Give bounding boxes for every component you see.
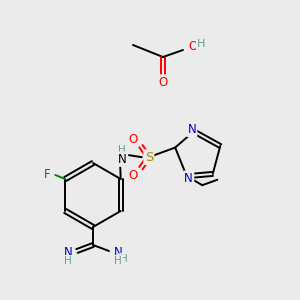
Text: N: N — [64, 245, 72, 259]
Text: H: H — [197, 39, 206, 49]
Text: F: F — [44, 169, 51, 182]
Text: N: N — [184, 172, 193, 185]
Text: H: H — [120, 254, 128, 264]
Text: H: H — [118, 145, 126, 155]
Text: S: S — [145, 151, 153, 164]
Text: O: O — [158, 76, 168, 88]
Text: N: N — [114, 245, 122, 259]
Text: N: N — [118, 153, 126, 166]
Text: O: O — [128, 169, 137, 182]
Text: N: N — [188, 123, 196, 136]
Text: O: O — [188, 40, 197, 53]
Text: H: H — [64, 256, 72, 266]
Text: H: H — [114, 256, 122, 266]
Text: O: O — [128, 133, 137, 146]
